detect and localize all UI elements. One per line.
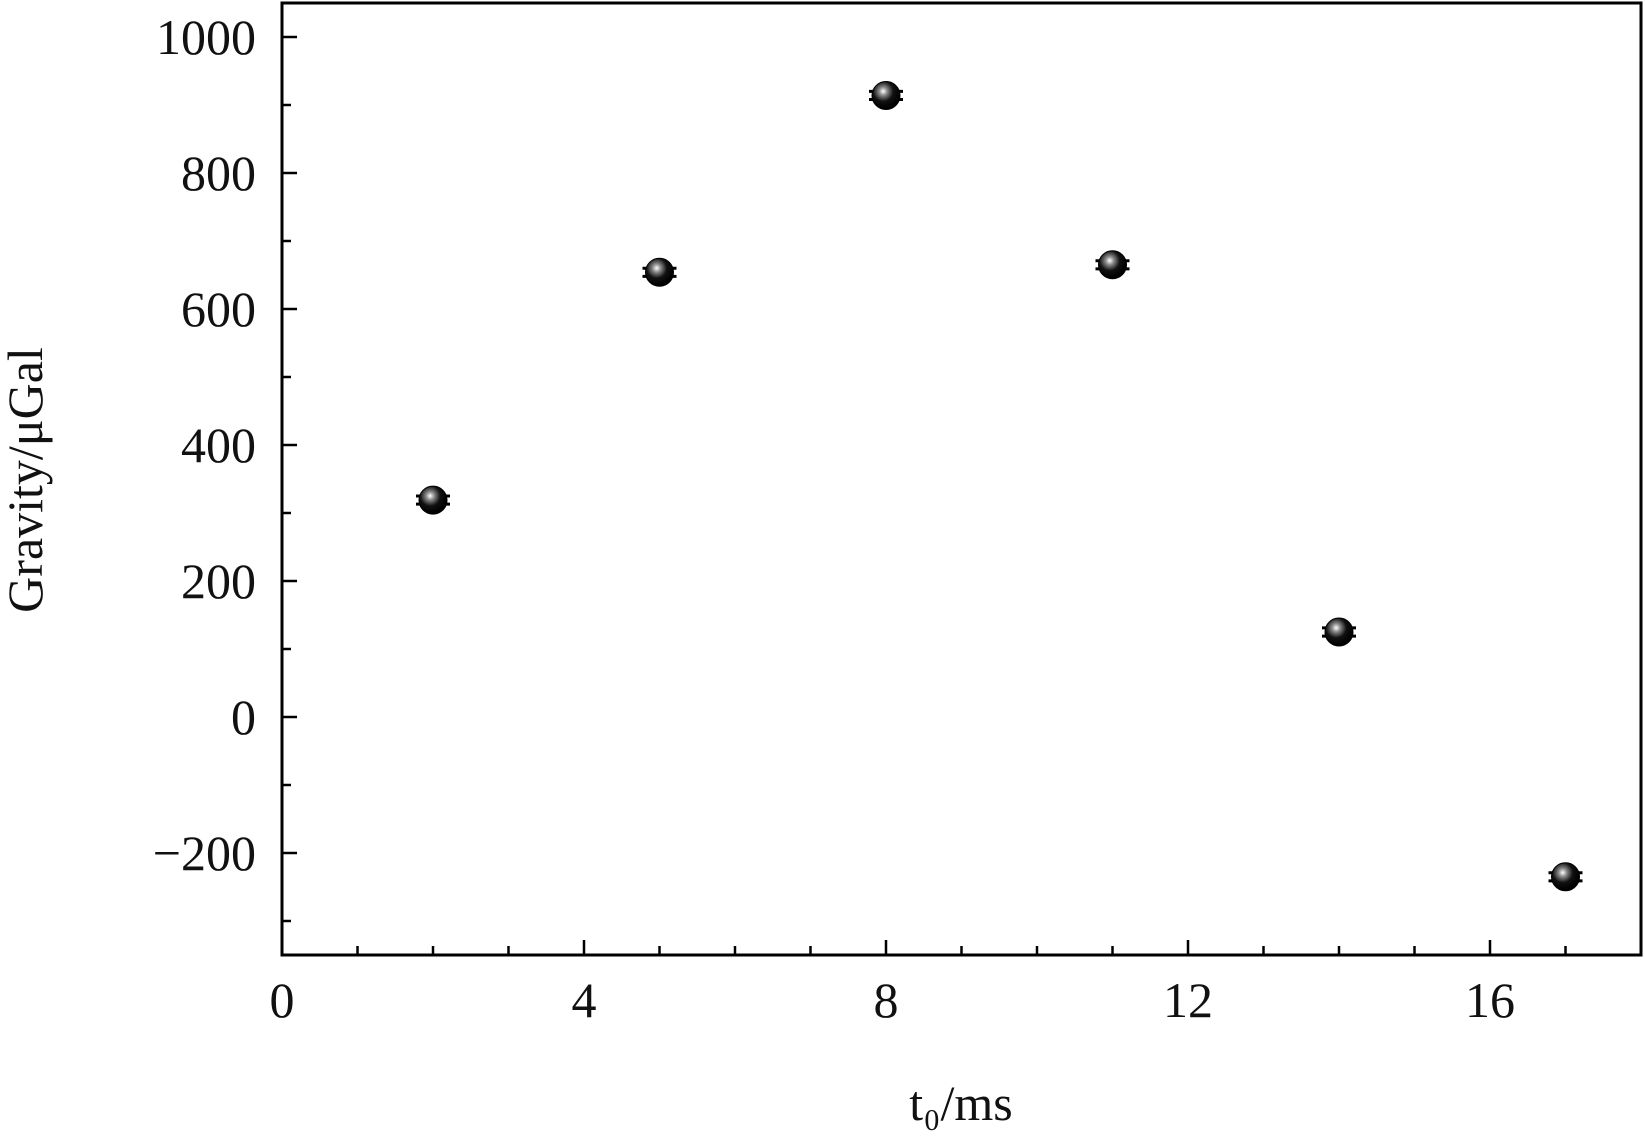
x-tick-label: 0 [270,972,295,1028]
data-point [645,257,674,287]
x-tick-label: 12 [1163,972,1213,1028]
x-tick-label: 8 [874,972,899,1028]
y-tick-label: −200 [153,825,256,881]
y-tick-label: 1000 [156,9,256,65]
data-point [1098,250,1127,280]
y-tick-label: 600 [181,281,256,337]
data-point [1551,862,1580,892]
y-tick-label: 800 [181,145,256,201]
y-tick-label: 400 [181,417,256,473]
plot-frame [280,1,1643,957]
data-point [871,80,901,110]
x-axis-label: t₀/ms [909,1075,1013,1131]
y-tick-label: 200 [181,553,256,609]
x-tick-label: 16 [1465,972,1515,1028]
data-point [1324,617,1354,647]
x-tick-label: 4 [572,972,597,1028]
y-tick-label: 0 [231,689,256,745]
y-axis-label: Gravity/μGal [0,347,53,613]
data-point [418,485,448,515]
